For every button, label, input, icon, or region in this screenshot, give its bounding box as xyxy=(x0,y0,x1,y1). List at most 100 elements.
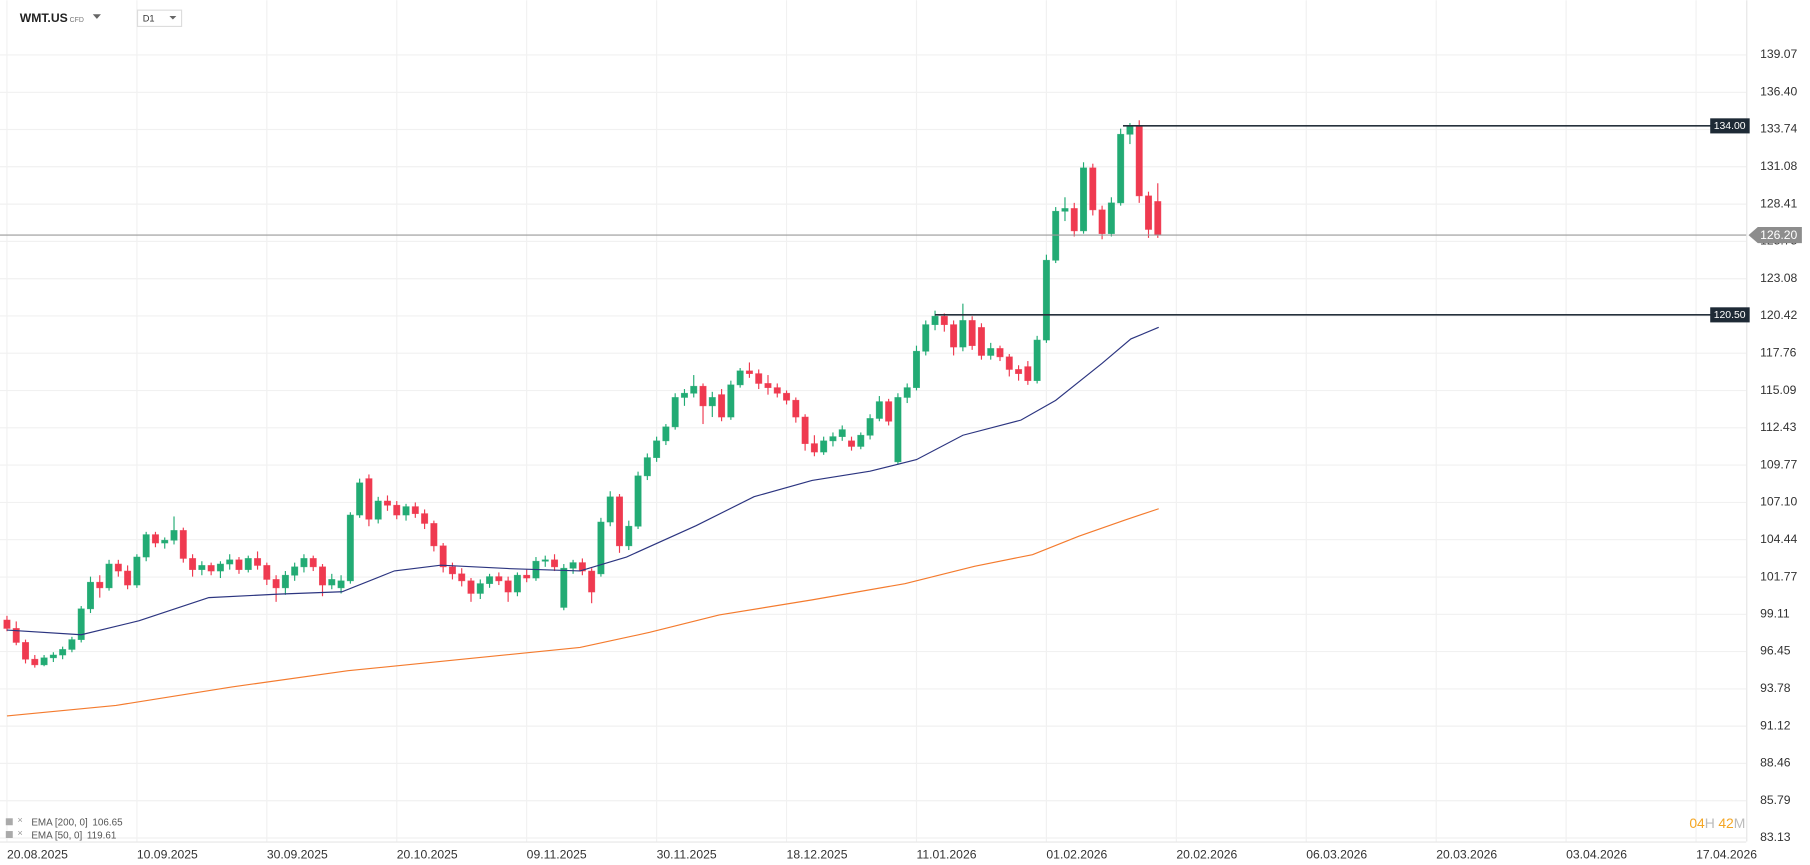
candle-body xyxy=(680,392,688,398)
x-tick-label: 11.01.2026 xyxy=(916,848,976,862)
legend-icon xyxy=(5,831,13,839)
y-tick-label: 123.08 xyxy=(1760,271,1797,285)
timeframe-dropdown[interactable] xyxy=(169,15,177,20)
candle-body xyxy=(1015,369,1023,374)
countdown-h: H xyxy=(1705,815,1715,831)
ema-line xyxy=(6,508,1159,717)
candle-body xyxy=(161,539,169,544)
countdown-m: M xyxy=(1734,815,1746,831)
candle-body xyxy=(22,642,30,660)
candle-body xyxy=(513,574,521,593)
y-tick-label: 91.12 xyxy=(1760,718,1791,732)
candle-body xyxy=(86,581,94,610)
y-tick-label: 96.45 xyxy=(1760,644,1791,658)
candle-body xyxy=(1080,167,1088,232)
candle-body xyxy=(328,579,336,586)
candle-body xyxy=(40,657,48,666)
symbol[interactable]: WMT.US xyxy=(20,11,68,25)
candle-body xyxy=(578,562,586,572)
candle-body xyxy=(1107,202,1115,235)
candle-body xyxy=(254,558,262,566)
candle-body xyxy=(114,563,122,572)
timeframe-box[interactable] xyxy=(136,9,183,27)
candle-body xyxy=(31,658,39,666)
candle-body xyxy=(773,387,781,394)
candle-body xyxy=(783,392,791,401)
candle-body xyxy=(374,500,382,520)
y-tick-label: 136.40 xyxy=(1760,84,1797,98)
y-tick-label: 109.77 xyxy=(1760,457,1797,471)
candle-body xyxy=(597,521,605,575)
candle-body xyxy=(820,440,828,453)
candle-body xyxy=(3,619,11,629)
x-tick-label: 03.04.2026 xyxy=(1566,848,1627,862)
x-tick-label: 10.09.2025 xyxy=(137,848,198,862)
candle-body xyxy=(838,429,846,437)
candle-body xyxy=(495,576,503,582)
x-tick-label: 20.02.2026 xyxy=(1176,848,1237,862)
candle-body xyxy=(718,394,726,418)
candle-body xyxy=(1005,356,1013,370)
legend-close: × xyxy=(17,828,22,838)
candle-body xyxy=(829,436,837,442)
candle-body xyxy=(727,384,735,418)
candle-body xyxy=(105,563,113,589)
candle-body xyxy=(950,324,958,348)
y-tick-label: 120.42 xyxy=(1760,308,1797,322)
candle-body xyxy=(615,496,623,547)
candle-body xyxy=(903,387,911,398)
candle-body xyxy=(393,504,401,516)
candle-body xyxy=(875,401,883,419)
y-tick-label: 93.78 xyxy=(1760,681,1791,695)
instrument: CFD xyxy=(70,17,84,24)
candle-body xyxy=(690,385,698,394)
candle-body xyxy=(848,440,856,447)
candle-body xyxy=(755,373,763,384)
candle-body xyxy=(216,563,224,572)
candle-body xyxy=(1135,125,1143,197)
candle-body xyxy=(337,580,345,589)
candle-body xyxy=(857,434,865,447)
y-tick-label: 115.09 xyxy=(1760,383,1797,397)
countdown-hours: 04 xyxy=(1689,815,1705,831)
grid xyxy=(0,0,1748,843)
x-tick-label: 30.09.2025 xyxy=(267,848,328,862)
candle-body xyxy=(541,559,549,562)
candle-body xyxy=(96,581,104,589)
legend-value: 106.65 xyxy=(92,818,123,829)
timeframe[interactable]: D1 xyxy=(143,13,155,23)
candle-body xyxy=(1098,209,1106,235)
legend-value: 119.61 xyxy=(87,830,116,841)
candle-body xyxy=(356,482,364,516)
ema-line xyxy=(6,326,1159,636)
candle-body xyxy=(996,348,1004,358)
legend-icon xyxy=(5,818,13,826)
candle-body xyxy=(49,654,57,659)
x-tick-label: 20.10.2025 xyxy=(397,848,458,862)
candle-body xyxy=(430,523,438,547)
y-tick-label: 107.10 xyxy=(1760,495,1797,509)
candle-body xyxy=(504,580,512,593)
candle-body xyxy=(810,443,818,453)
y-tick-label: 128.41 xyxy=(1760,196,1797,210)
plot xyxy=(0,120,1747,717)
candle-body xyxy=(801,416,809,444)
candle-body xyxy=(151,534,159,544)
legend-close: × xyxy=(17,815,22,825)
level-tag xyxy=(1710,307,1750,323)
candle-body xyxy=(551,559,559,568)
candle-body xyxy=(653,440,661,458)
candle-body xyxy=(319,566,327,586)
candle-body xyxy=(968,320,976,347)
candle-body xyxy=(1033,339,1041,381)
symbol-dropdown[interactable] xyxy=(92,14,101,19)
candle-body xyxy=(931,315,939,326)
x-tick-label: 20.03.2026 xyxy=(1436,848,1497,862)
candle-body xyxy=(281,574,289,589)
candle-body xyxy=(1052,210,1060,261)
candle-body xyxy=(977,327,985,356)
candle-body xyxy=(421,513,429,524)
candle-body xyxy=(189,558,197,570)
candle-body xyxy=(77,608,85,640)
